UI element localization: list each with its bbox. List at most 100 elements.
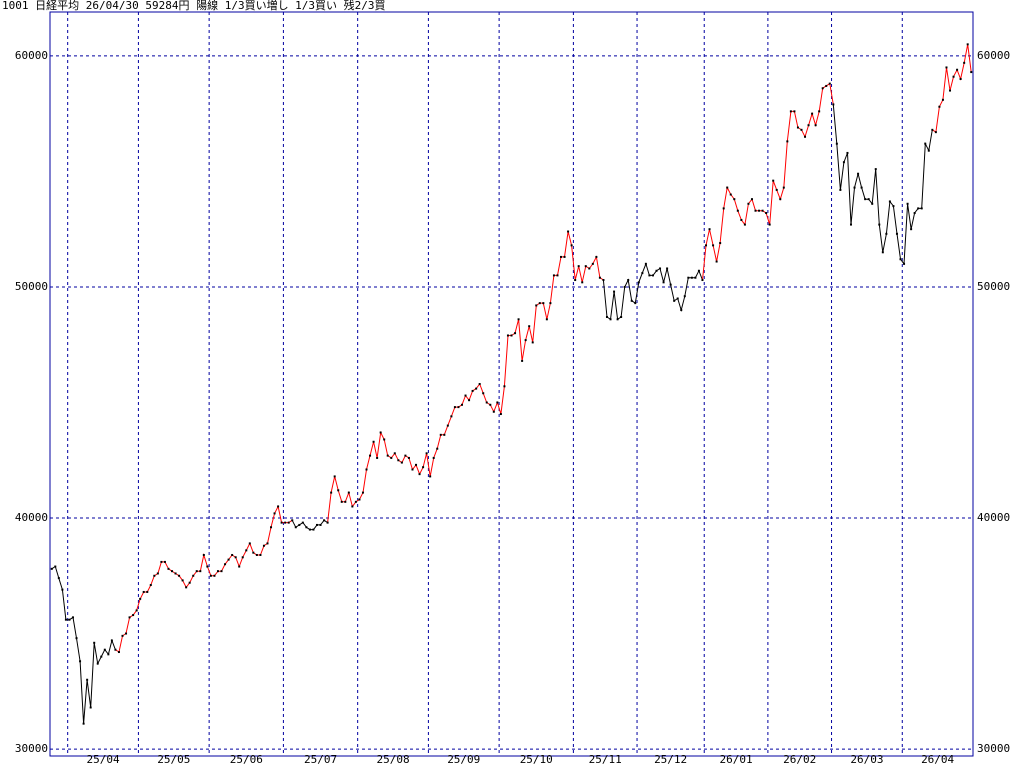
point: [899, 258, 902, 261]
point: [761, 209, 764, 212]
point: [747, 202, 750, 205]
line: [602, 262, 703, 321]
point: [895, 232, 898, 235]
point: [397, 459, 400, 462]
point: [308, 528, 311, 531]
point: [570, 244, 573, 247]
point: [910, 228, 913, 231]
point: [768, 223, 771, 226]
point: [772, 179, 775, 182]
point: [800, 128, 803, 131]
point: [75, 637, 78, 640]
point: [340, 500, 343, 503]
point: [369, 454, 372, 457]
point: [938, 105, 941, 108]
point: [142, 590, 145, 593]
point: [549, 302, 552, 305]
point: [68, 618, 71, 621]
point: [924, 142, 927, 145]
point: [202, 553, 205, 556]
point: [775, 188, 778, 191]
point: [351, 505, 354, 508]
point: [171, 570, 174, 573]
point: [821, 87, 824, 90]
point: [128, 616, 131, 619]
point: [188, 581, 191, 584]
point: [874, 168, 877, 171]
point: [361, 491, 364, 494]
point: [372, 440, 375, 443]
point: [315, 523, 318, 526]
y-tick-label: 50000: [15, 280, 48, 293]
y2-tick-label: 30000: [977, 742, 1010, 755]
point: [305, 526, 308, 529]
x-tick-label: 25/09: [447, 753, 480, 766]
point: [941, 98, 944, 101]
point: [648, 274, 651, 277]
point: [245, 549, 248, 552]
point: [422, 466, 425, 469]
point: [499, 413, 502, 416]
point: [262, 544, 265, 547]
point: [630, 299, 633, 302]
point: [255, 553, 258, 556]
point: [832, 103, 835, 106]
point: [284, 521, 287, 524]
point: [567, 230, 570, 233]
point: [71, 616, 74, 619]
point: [956, 68, 959, 71]
line: [51, 565, 116, 724]
point: [782, 186, 785, 189]
point: [277, 505, 280, 508]
point: [722, 207, 725, 210]
point: [885, 232, 888, 235]
point: [86, 678, 89, 681]
point: [510, 334, 513, 337]
point: [379, 431, 382, 434]
point: [552, 274, 555, 277]
x-tick-label: 25/04: [86, 753, 119, 766]
point: [238, 565, 241, 568]
point: [736, 209, 739, 212]
chart-title: 1001 日経平均 26/04/30 59284円 陽線 1/3買い増し 1/3…: [2, 0, 386, 12]
point: [577, 265, 580, 268]
point: [662, 281, 665, 284]
point: [393, 452, 396, 455]
point: [146, 590, 149, 593]
point: [429, 475, 432, 478]
point: [103, 648, 106, 651]
point: [96, 662, 99, 665]
point: [82, 722, 85, 725]
point: [835, 142, 838, 145]
point: [107, 653, 110, 656]
point: [538, 302, 541, 305]
point: [149, 584, 152, 587]
point: [920, 207, 923, 210]
point: [418, 473, 421, 476]
point: [404, 454, 407, 457]
point: [807, 124, 810, 127]
point: [750, 198, 753, 201]
y2-tick-label: 50000: [977, 280, 1010, 293]
x-tick-label: 26/01: [719, 753, 752, 766]
point: [931, 128, 934, 131]
point: [114, 648, 117, 651]
x-tick-label: 25/12: [654, 753, 687, 766]
point: [871, 202, 874, 205]
point: [443, 433, 446, 436]
point: [666, 267, 669, 270]
x-tick-label: 25/10: [520, 753, 553, 766]
line-up: [932, 44, 972, 133]
x-tick-label: 25/11: [589, 753, 622, 766]
point: [50, 567, 53, 570]
point: [528, 325, 531, 328]
point: [135, 609, 138, 612]
point: [934, 131, 937, 134]
y-tick-label: 40000: [15, 511, 48, 524]
point: [489, 403, 492, 406]
point: [298, 523, 301, 526]
point: [475, 387, 478, 390]
point: [195, 570, 198, 573]
point: [765, 212, 768, 215]
point: [234, 556, 237, 559]
